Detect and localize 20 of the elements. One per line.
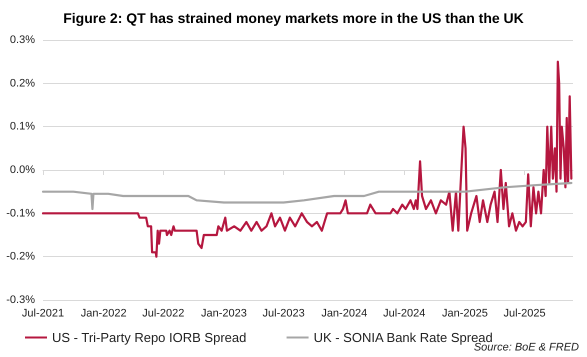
x-tick-label: Jan-2022 [80, 308, 127, 320]
x-tick-label: Jan-2025 [442, 308, 488, 320]
line-series [42, 60, 572, 258]
y-tick-label: -0.1% [6, 207, 36, 220]
y-tick-label: 0.1% [10, 120, 36, 133]
x-tick-label: Jul-2023 [262, 308, 305, 320]
line-series [42, 182, 572, 210]
x-tick-label: Jul-2025 [503, 308, 546, 320]
y-tick-label: 0.0% [10, 164, 36, 176]
x-tick-label: Jul-2022 [142, 308, 184, 320]
x-tick-label: Jan-2024 [321, 308, 368, 320]
x-tick-label: Jan-2023 [201, 308, 247, 320]
y-tick-label: -0.3% [6, 294, 36, 306]
y-tick-label: 0.2% [10, 77, 36, 90]
x-tick-label: Jul-2024 [383, 308, 426, 320]
legend-label: US - Tri-Party Repo IORB Spread [52, 330, 246, 345]
y-tick-label: -0.2% [6, 250, 36, 263]
chart-title: Figure 2: QT has strained money markets more in the US than the UK [63, 10, 524, 26]
y-tick-label: 0.3% [10, 34, 36, 46]
x-tick-label: Jul-2021 [22, 308, 64, 320]
